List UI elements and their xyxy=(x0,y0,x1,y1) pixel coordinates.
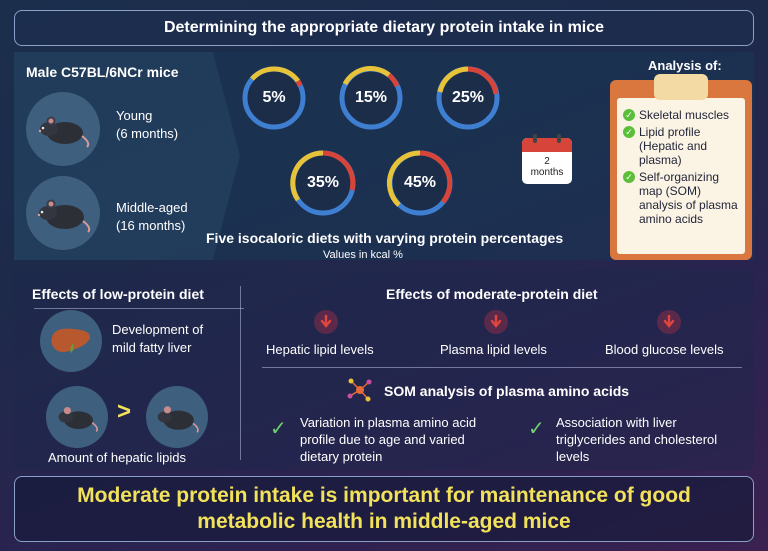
liver-image xyxy=(40,310,102,372)
som-point-age: Variation in plasma amino acid profile d… xyxy=(300,415,477,464)
analysis-item: ✓ Skeletal muscles xyxy=(623,108,739,122)
mouse-icon xyxy=(38,116,90,148)
moderate-divider xyxy=(262,367,742,368)
check-icon: ✓ xyxy=(270,418,287,440)
network-icon xyxy=(346,376,374,404)
decrease-arrow-icon xyxy=(657,310,681,334)
diet-ring-5: 5% xyxy=(240,64,308,132)
mouse-icon xyxy=(37,199,91,233)
diet-ring-label: 15% xyxy=(354,89,388,106)
diets-caption: Five isocaloric diets with varying prote… xyxy=(206,230,564,246)
hepatic-lipids-caption: Amount of hepatic lipids xyxy=(48,450,187,465)
effect-blood-glucose: Blood glucose levels xyxy=(605,342,724,357)
calendar-unit: months xyxy=(530,167,564,178)
diet-ring-15: 15% xyxy=(337,64,405,132)
conclusion-box: Moderate protein intake is important for… xyxy=(14,476,754,542)
middle-aged-mouse-compare-image xyxy=(146,386,208,448)
analysis-list: ✓ Skeletal muscles ✓ Lipid profile (Hepa… xyxy=(617,98,745,254)
low-protein-underline xyxy=(34,308,244,309)
effect-plasma-lipid: Plasma lipid levels xyxy=(440,342,547,357)
middle-aged-label: Middle-aged xyxy=(116,200,188,215)
check-icon: ✓ xyxy=(623,109,635,121)
young-mouse-image xyxy=(26,92,100,166)
diet-ring-label: 35% xyxy=(306,174,340,191)
mice-heading: Male C57BL/6NCr mice xyxy=(26,64,179,80)
young-label: Young xyxy=(116,108,153,123)
fatty-liver-text-2: mild fatty liver xyxy=(112,340,192,355)
analysis-heading: Analysis of: xyxy=(648,58,722,73)
diet-ring-35: 35% xyxy=(288,148,358,218)
results-panel xyxy=(14,270,754,470)
diet-ring-label: 25% xyxy=(451,89,485,106)
calendar-number: 2 xyxy=(544,156,550,167)
liver-icon xyxy=(51,328,91,353)
mouse-icon xyxy=(157,406,199,433)
diet-ring-label: 45% xyxy=(403,174,437,191)
clipboard-clip xyxy=(654,74,708,100)
page-title: Determining the appropriate dietary prot… xyxy=(163,19,605,36)
moderate-protein-heading: Effects of moderate-protein diet xyxy=(386,286,598,302)
comparison-symbol: > xyxy=(117,398,132,425)
check-icon: ✓ xyxy=(528,418,545,440)
mouse-icon xyxy=(58,407,98,432)
diet-ring-45: 45% xyxy=(385,148,455,218)
effect-hepatic-lipid: Hepatic lipid levels xyxy=(266,342,374,357)
check-icon: ✓ xyxy=(623,126,635,138)
conclusion-line-2: metabolic health in middle-aged mice xyxy=(197,510,571,533)
low-protein-heading: Effects of low-protein diet xyxy=(32,286,204,302)
analysis-item: ✓ Self-organizing map (SOM) analysis of … xyxy=(623,170,739,226)
section-divider xyxy=(240,286,241,460)
analysis-item: ✓ Lipid profile (Hepatic and plasma) xyxy=(623,125,739,167)
middle-aged-mouse-image xyxy=(26,176,100,250)
diet-ring-label: 5% xyxy=(262,89,286,106)
diet-ring-25: 25% xyxy=(434,64,502,132)
page-title-bar: Determining the appropriate dietary prot… xyxy=(14,10,754,46)
fatty-liver-text-1: Development of xyxy=(112,322,204,337)
middle-aged-age: (16 months) xyxy=(116,218,186,233)
decrease-arrow-icon xyxy=(314,310,338,334)
check-icon: ✓ xyxy=(623,171,635,183)
calendar-icon: 2 months xyxy=(520,132,574,186)
young-mouse-compare-image xyxy=(46,386,108,448)
conclusion-line-1: Moderate protein intake is important for… xyxy=(77,484,691,507)
young-age: (6 months) xyxy=(116,126,179,141)
som-point-association: Association with liver triglycerides and… xyxy=(556,415,718,464)
diets-subcaption: Values in kcal % xyxy=(323,249,403,261)
som-heading: SOM analysis of plasma amino acids xyxy=(384,383,630,399)
decrease-arrow-icon xyxy=(484,310,508,334)
